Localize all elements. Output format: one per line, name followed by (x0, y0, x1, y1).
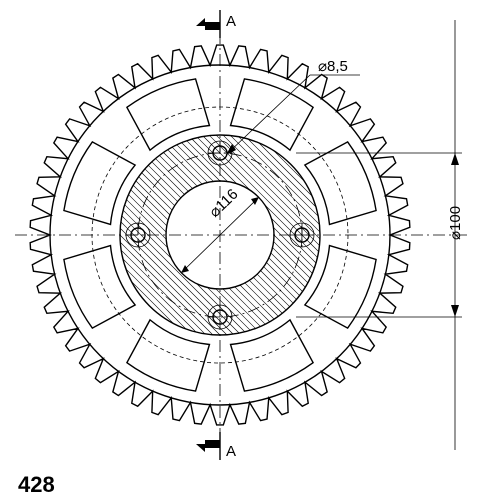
lightening-pocket (127, 79, 210, 150)
hatch-line (145, 169, 178, 202)
hatch-line (253, 277, 286, 310)
hatch-line (121, 250, 205, 334)
dim-bolt-hole-label: ⌀8,5 (318, 58, 348, 75)
dim-bore-label: ⌀116 (206, 186, 242, 221)
hatch-line (264, 267, 297, 300)
hatch-line (156, 159, 189, 192)
hatch-line (257, 274, 290, 307)
hatch-line (261, 271, 294, 304)
hatch-line (131, 281, 173, 323)
lightening-pocket (127, 320, 210, 391)
hatch-line (259, 143, 312, 196)
hatch-line (159, 155, 192, 188)
hatch-line (266, 262, 299, 295)
sprocket-drawing: ⌀116 ⌀8,5 ⌀100 A A 428 (0, 0, 500, 500)
hatch-line (271, 253, 305, 287)
lightening-pocket (231, 79, 314, 150)
lightening-pocket (64, 142, 135, 225)
lightening-pocket (64, 246, 135, 329)
hatch-line (235, 287, 270, 322)
lightening-pocket (231, 320, 314, 391)
section-mark-top: A (196, 10, 236, 38)
hatch-line (249, 280, 282, 313)
hatch-line (231, 136, 320, 225)
section-letter-top: A (226, 13, 236, 30)
lightening-pocket (305, 246, 376, 329)
hatch-line (129, 195, 167, 233)
dim-bolt-circle-label: ⌀100 (447, 206, 464, 240)
hatch-line (131, 190, 167, 226)
section-mark-bottom: A (196, 432, 236, 460)
lightening-pocket (305, 142, 376, 225)
hatch-line (240, 285, 274, 319)
part-number: 428 (18, 472, 55, 497)
hatch-line (142, 173, 175, 206)
hatch-line (152, 162, 185, 195)
hatch-line (148, 165, 181, 198)
hatch-line (229, 288, 265, 324)
hatch-line (168, 150, 202, 184)
hatch-line (136, 181, 170, 215)
hatch-line (223, 289, 261, 327)
section-letter-bottom: A (226, 443, 236, 460)
